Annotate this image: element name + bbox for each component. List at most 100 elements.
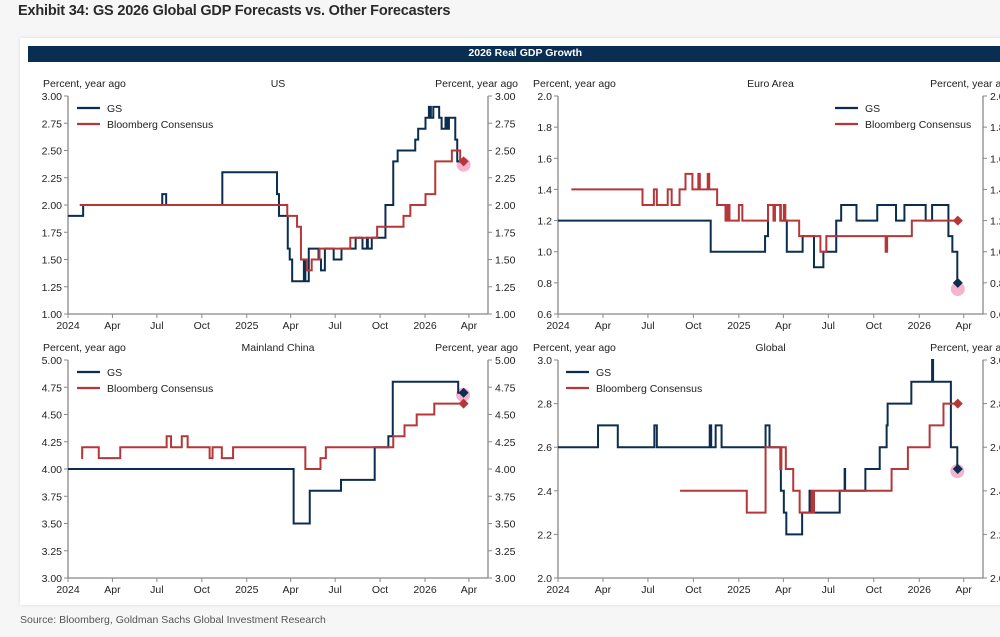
x-tick-label: Oct bbox=[866, 584, 882, 596]
legend-label: Bloomberg Consensus bbox=[107, 383, 213, 395]
x-tick-label: Oct bbox=[194, 320, 210, 332]
legend-label: Bloomberg Consensus bbox=[107, 119, 213, 131]
y-tick-label-left: 4.50 bbox=[42, 410, 63, 422]
y-tick-label-left: 2.0 bbox=[537, 573, 552, 585]
y-tick-label-right: 0.8 bbox=[990, 278, 1000, 290]
x-tick-label: Oct bbox=[372, 320, 388, 332]
x-tick-label: Apr bbox=[283, 320, 300, 332]
x-tick-label: Jul bbox=[641, 584, 654, 596]
y-axis-label-right: Percent, year ago bbox=[435, 342, 518, 354]
y-axis-label-right: Percent, year ago bbox=[930, 342, 1000, 354]
y-tick-label-right: 1.25 bbox=[495, 282, 516, 294]
x-tick-label: Oct bbox=[685, 584, 701, 596]
series-line-gs bbox=[558, 359, 959, 536]
y-axis-label-right: Percent, year ago bbox=[435, 78, 518, 90]
series-line-bloomberg-consensus bbox=[680, 402, 958, 514]
x-tick-label: Oct bbox=[372, 584, 388, 596]
end-marker-bloomberg-consensus bbox=[952, 398, 963, 409]
end-marker-bloomberg-consensus bbox=[952, 215, 963, 226]
legend-label: Bloomberg Consensus bbox=[596, 383, 702, 395]
y-tick-label-left: 1.4 bbox=[537, 184, 552, 196]
y-axis-label-left: Percent, year ago bbox=[43, 78, 126, 90]
y-tick-label-right: 2.00 bbox=[495, 200, 516, 212]
series-line-gs bbox=[68, 380, 464, 525]
y-tick-label-right: 2.4 bbox=[990, 486, 1000, 498]
series-line-gs bbox=[68, 105, 462, 283]
y-tick-label-right: 4.75 bbox=[495, 382, 516, 394]
legend-label: GS bbox=[865, 103, 880, 115]
y-tick-label-right: 2.0 bbox=[990, 573, 1000, 585]
panel-us: Percent, year ago US Percent, year ago 1.00… bbox=[42, 78, 519, 332]
y-tick-label-right: 1.50 bbox=[495, 255, 516, 267]
y-tick-label-left: 2.00 bbox=[42, 200, 63, 212]
panel-title: Mainland China bbox=[242, 342, 315, 354]
y-tick-label-left: 3.0 bbox=[537, 355, 552, 367]
x-tick-label: Apr bbox=[595, 584, 612, 596]
x-tick-label: 2024 bbox=[56, 320, 80, 332]
y-tick-label-right: 2.8 bbox=[990, 399, 1000, 411]
y-tick-label-right: 4.25 bbox=[495, 437, 516, 449]
source-note: Source: Bloomberg, Goldman Sachs Global … bbox=[20, 614, 326, 626]
y-tick-label-left: 1.50 bbox=[42, 255, 63, 267]
y-tick-label-right: 1.2 bbox=[990, 216, 1000, 228]
y-tick-label-right: 2.50 bbox=[495, 146, 516, 158]
x-tick-label: Apr bbox=[283, 584, 300, 596]
x-tick-label: Apr bbox=[956, 320, 973, 332]
x-tick-label: Apr bbox=[956, 584, 973, 596]
x-tick-label: Jul bbox=[328, 320, 341, 332]
y-tick-label-left: 2.50 bbox=[42, 146, 63, 158]
x-tick-label: Apr bbox=[104, 320, 121, 332]
y-tick-label-right: 5.00 bbox=[495, 355, 516, 367]
x-tick-label: 2024 bbox=[56, 584, 80, 596]
y-tick-label-left: 2.25 bbox=[42, 173, 63, 185]
y-tick-label-right: 3.0 bbox=[990, 355, 1000, 367]
x-tick-label: Jul bbox=[150, 584, 163, 596]
y-tick-label-left: 3.50 bbox=[42, 519, 63, 531]
y-axis-label-right: Percent, year ago bbox=[930, 78, 1000, 90]
y-tick-label-left: 1.25 bbox=[42, 282, 63, 294]
panel-global: Percent, year ago Global Percent, year ago… bbox=[533, 342, 1000, 596]
panel-mainland-china: Percent, year ago Mainland China Percent, … bbox=[42, 342, 519, 596]
y-tick-label-left: 3.25 bbox=[42, 546, 63, 558]
y-tick-label-right: 2.0 bbox=[990, 91, 1000, 103]
y-tick-label-left: 2.6 bbox=[537, 442, 552, 454]
panel-title: Euro Area bbox=[747, 78, 794, 90]
panel-title: Global bbox=[755, 342, 785, 354]
x-tick-label: 2026 bbox=[908, 584, 932, 596]
x-tick-label: Apr bbox=[461, 584, 478, 596]
y-tick-label-left: 2.4 bbox=[537, 486, 552, 498]
y-tick-label-left: 1.75 bbox=[42, 227, 63, 239]
x-tick-label: Oct bbox=[866, 320, 882, 332]
x-tick-label: 2024 bbox=[546, 584, 570, 596]
series-line-bloomberg-consensus bbox=[571, 172, 958, 253]
x-tick-label: Jul bbox=[822, 584, 835, 596]
x-tick-label: Apr bbox=[775, 320, 792, 332]
y-tick-label-right: 1.00 bbox=[495, 309, 516, 321]
x-tick-label: Apr bbox=[461, 320, 478, 332]
y-tick-label-right: 1.6 bbox=[990, 153, 1000, 165]
y-tick-label-right: 1.75 bbox=[495, 227, 516, 239]
y-tick-label-right: 3.50 bbox=[495, 519, 516, 531]
y-tick-label-left: 1.00 bbox=[42, 309, 63, 321]
y-tick-label-right: 2.75 bbox=[495, 118, 516, 130]
end-marker-gs bbox=[952, 277, 963, 288]
x-tick-label: 2026 bbox=[413, 584, 437, 596]
y-tick-label-left: 4.25 bbox=[42, 437, 63, 449]
x-tick-label: Oct bbox=[194, 584, 210, 596]
end-marker-bloomberg-consensus bbox=[458, 156, 469, 167]
y-tick-label-right: 1.4 bbox=[990, 184, 1000, 196]
x-tick-label: 2026 bbox=[413, 320, 437, 332]
y-tick-label-left: 0.8 bbox=[537, 278, 552, 290]
y-tick-label-right: 4.50 bbox=[495, 410, 516, 422]
y-tick-label-right: 1.0 bbox=[990, 247, 1000, 259]
y-tick-label-left: 3.75 bbox=[42, 491, 63, 503]
panel-euro-area: Percent, year ago Euro Area Percent, year … bbox=[533, 78, 1000, 332]
y-tick-label-left: 2.2 bbox=[537, 529, 552, 541]
x-tick-label: 2025 bbox=[235, 584, 259, 596]
series-line-bloomberg-consensus bbox=[79, 149, 464, 272]
x-tick-label: Oct bbox=[685, 320, 701, 332]
y-tick-label-left: 4.00 bbox=[42, 464, 63, 476]
y-tick-label-right: 0.6 bbox=[990, 309, 1000, 321]
x-tick-label: Apr bbox=[104, 584, 121, 596]
